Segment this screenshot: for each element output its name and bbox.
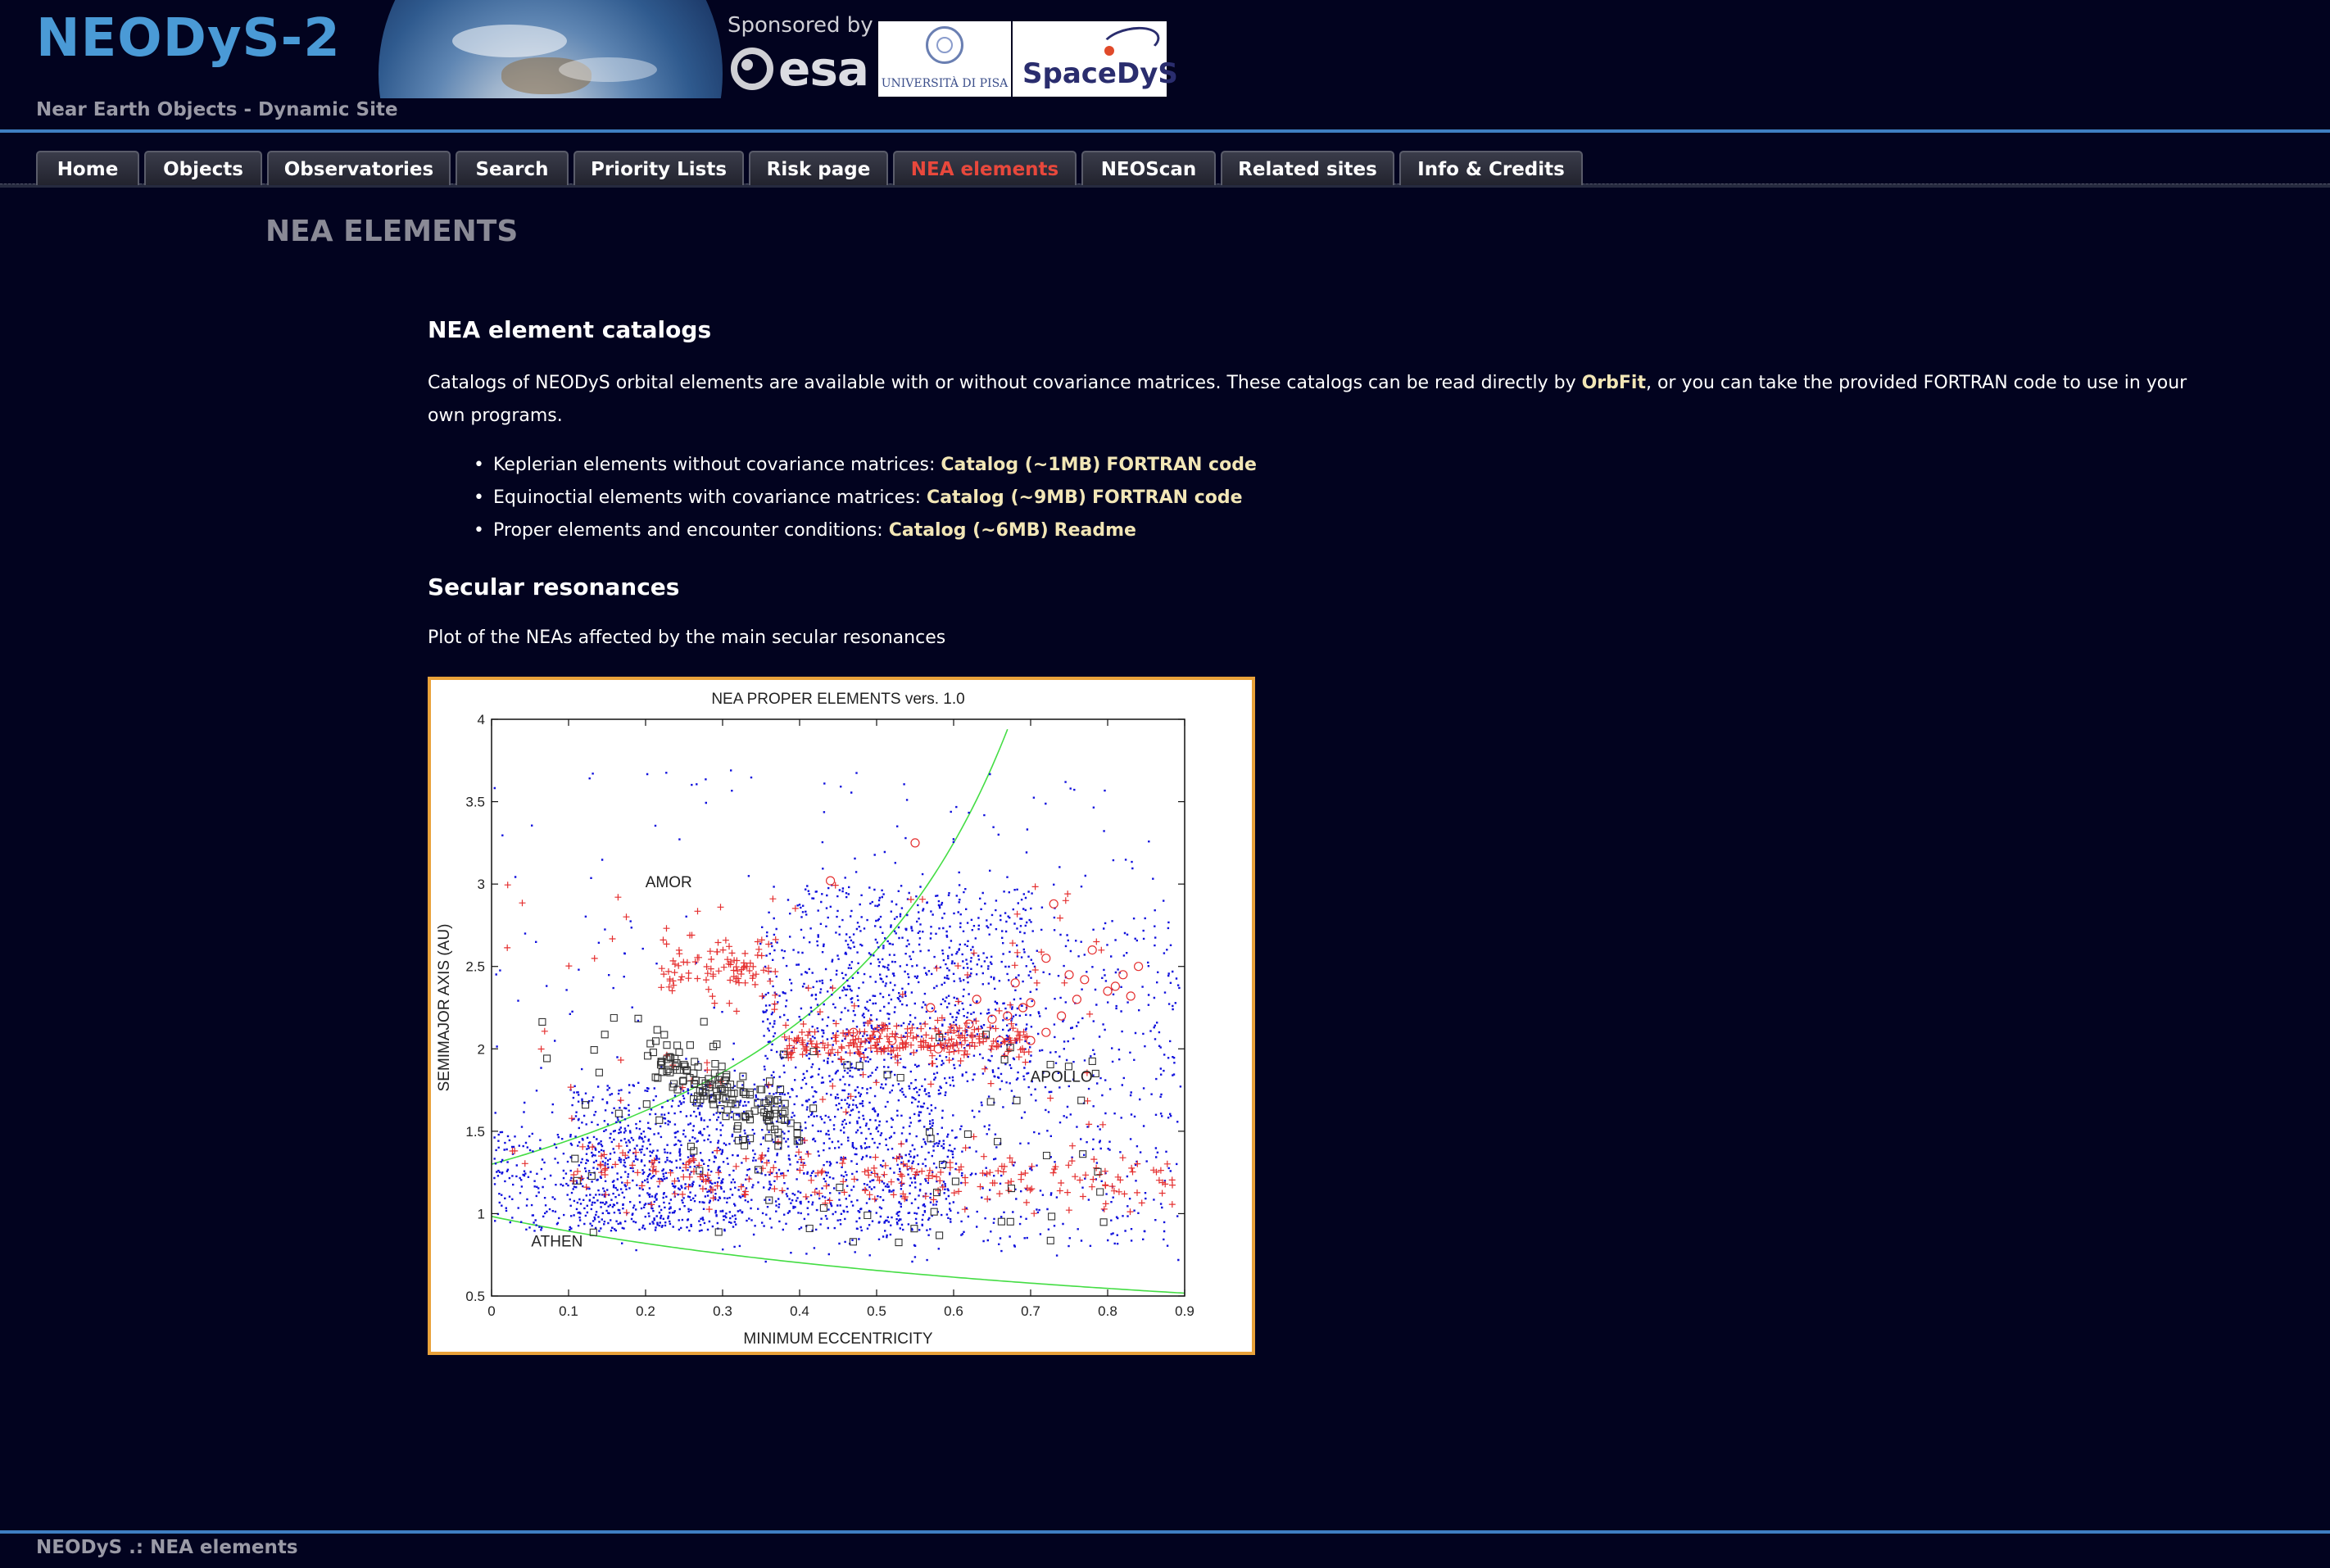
equinoctial-fortran-link[interactable]: FORTRAN code (1091, 487, 1243, 508)
header-divider (0, 129, 2330, 133)
intro-text-before: Catalogs of NEODyS orbital elements are … (428, 373, 1582, 393)
orbfit-link[interactable]: OrbFit (1581, 373, 1646, 393)
catalog-list: Keplerian elements without covariance ma… (428, 449, 1257, 547)
nav-nea-elements[interactable]: NEA elements (893, 151, 1077, 185)
keplerian-label: Keplerian elements without covariance ma… (493, 455, 941, 475)
list-item: Proper elements and encounter conditions… (428, 514, 1257, 547)
region-label-amor: AMOR (646, 874, 692, 891)
nav-objects[interactable]: Objects (144, 151, 262, 185)
keplerian-fortran-link[interactable]: FORTRAN code (1106, 455, 1257, 475)
x-axis-label: MINIMUM ECCENTRICITY (743, 1330, 932, 1348)
sponsored-by-label: Sponsored by (728, 13, 873, 38)
y-tick-label: 4 (478, 712, 485, 727)
esa-logo[interactable]: esa (728, 41, 869, 97)
nav-info-credits[interactable]: Info & Credits (1399, 151, 1583, 185)
esa-logo-text: esa (778, 41, 869, 97)
nu5-resonance-markers (826, 838, 1144, 1054)
y-tick-label: 3 (478, 877, 485, 892)
nav-home[interactable]: Home (36, 151, 139, 185)
y-tick-label: 2 (478, 1041, 485, 1057)
y-tick-label: 1.5 (465, 1124, 485, 1140)
plot-axes-box (491, 718, 1185, 1297)
x-tick-label: 0.3 (713, 1303, 732, 1319)
proper-catalog-link[interactable]: Catalog (~6MB) (888, 520, 1049, 541)
main-nav: Home Objects Observatories Search Priori… (0, 151, 2330, 188)
x-tick-label: 0.1 (559, 1303, 578, 1319)
site-subtitle: Near Earth Objects - Dynamic Site (36, 99, 398, 120)
aten-boundary-curve (491, 1216, 1185, 1294)
x-tick-label: 0.2 (636, 1303, 655, 1319)
proper-label: Proper elements and encounter conditions… (493, 520, 889, 541)
list-item: Keplerian elements without covariance ma… (428, 449, 1257, 482)
secular-resonance-plot[interactable]: NEA PROPER ELEMENTS vers. 1.0 0 0.1 0.2 0.3… (428, 677, 1255, 1355)
spacedys-logo[interactable]: SpaceDyS (1013, 21, 1178, 97)
x-tick-label: 0.7 (1021, 1303, 1040, 1319)
proper-readme-link[interactable]: Readme (1054, 520, 1136, 541)
nav-priority-lists[interactable]: Priority Lists (573, 151, 744, 185)
x-tick-label: 0.6 (944, 1303, 963, 1319)
earth-image (379, 0, 723, 98)
y-tick-label: 1 (478, 1206, 485, 1221)
equinoctial-catalog-link[interactable]: Catalog (~9MB) (927, 487, 1086, 508)
page-heading: NEA ELEMENTS (265, 215, 519, 248)
nav-related-sites[interactable]: Related sites (1221, 151, 1394, 185)
nea-scatter-dots (493, 769, 1182, 1263)
x-tick-label: 0.8 (1098, 1303, 1117, 1319)
x-tick-label: 0.4 (790, 1303, 809, 1319)
catalogs-heading: NEA element catalogs (428, 316, 712, 343)
footer-breadcrumb: NEODyS .: NEA elements (36, 1537, 298, 1558)
unipi-logo-text: UNIVERSITÀ DI PISA (881, 77, 1009, 90)
y-tick-label: 2.5 (465, 959, 485, 975)
nav-observatories[interactable]: Observatories (267, 151, 451, 185)
footer-divider (0, 1530, 2330, 1534)
plot-area (492, 719, 1185, 1296)
equinoctial-label: Equinoctial elements with covariance mat… (493, 487, 927, 508)
site-title[interactable]: NEODyS-2 (36, 8, 341, 69)
region-label-apollo: APOLLO (1031, 1069, 1093, 1086)
x-tick-label: 0 (487, 1303, 495, 1319)
list-item: Equinoctial elements with covariance mat… (428, 482, 1257, 514)
catalogs-intro: Catalogs of NEODyS orbital elements are … (428, 367, 2214, 433)
y-tick-label: 0.5 (465, 1289, 485, 1304)
plot-caption: Plot of the NEAs affected by the main se… (428, 628, 946, 648)
chart-title: NEA PROPER ELEMENTS vers. 1.0 (711, 691, 964, 708)
intro-text-after: , or you can take the provided FORTRAN c… (428, 373, 2187, 426)
region-label-athen: ATHEN (531, 1234, 582, 1251)
spacedys-logo-text: SpaceDyS (1022, 57, 1178, 90)
nu16-resonance-markers (538, 1013, 1108, 1247)
chart-svg: NEA PROPER ELEMENTS vers. 1.0 0 0.1 0.2 0.3… (431, 680, 1252, 1352)
y-tick-label: 3.5 (465, 795, 485, 810)
amor-apollo-boundary-curve (491, 728, 1009, 1165)
keplerian-catalog-link[interactable]: Catalog (~1MB) (941, 455, 1101, 475)
nav-neoscan[interactable]: NEOScan (1081, 151, 1216, 185)
secular-heading: Secular resonances (428, 573, 680, 600)
unipi-logo[interactable]: UNIVERSITÀ DI PISA (878, 21, 1011, 97)
y-axis-label: SEMIMAJOR AXIS (AU) (436, 924, 453, 1092)
x-tick-label: 0.5 (867, 1303, 886, 1319)
nav-search[interactable]: Search (456, 151, 569, 185)
nav-risk-page[interactable]: Risk page (749, 151, 888, 185)
x-tick-label: 0.9 (1175, 1303, 1194, 1319)
